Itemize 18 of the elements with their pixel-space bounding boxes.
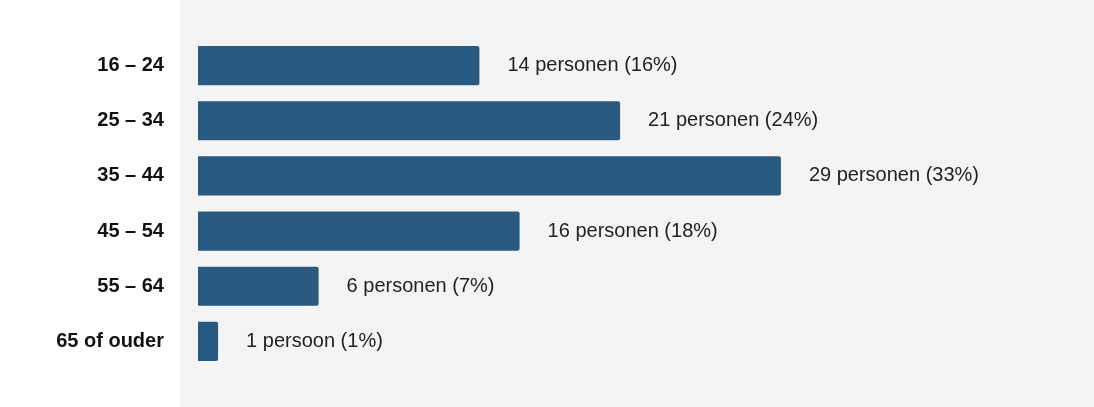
bar (198, 321, 219, 361)
data-label: 16 personen (18%) (547, 218, 718, 241)
bar (198, 156, 781, 196)
y-tick-label: 16 – 24 (97, 53, 165, 76)
y-tick-label: 35 – 44 (97, 163, 165, 186)
y-tick-label: 25 – 34 (97, 108, 165, 131)
data-label: 1 persoon (1%) (246, 328, 383, 351)
data-label: 6 personen (7%) (346, 273, 495, 296)
bar (198, 266, 319, 306)
bar (198, 101, 621, 141)
y-tick-label: 65 of ouder (56, 328, 165, 351)
y-tick-label: 45 – 54 (97, 218, 165, 241)
bar (198, 46, 480, 86)
data-label: 29 personen (33%) (808, 163, 980, 186)
data-label: 21 personen (24%) (648, 108, 819, 131)
data-label: 14 personen (16%) (507, 53, 678, 76)
y-tick-label: 55 – 64 (97, 273, 165, 296)
bar (198, 211, 520, 251)
